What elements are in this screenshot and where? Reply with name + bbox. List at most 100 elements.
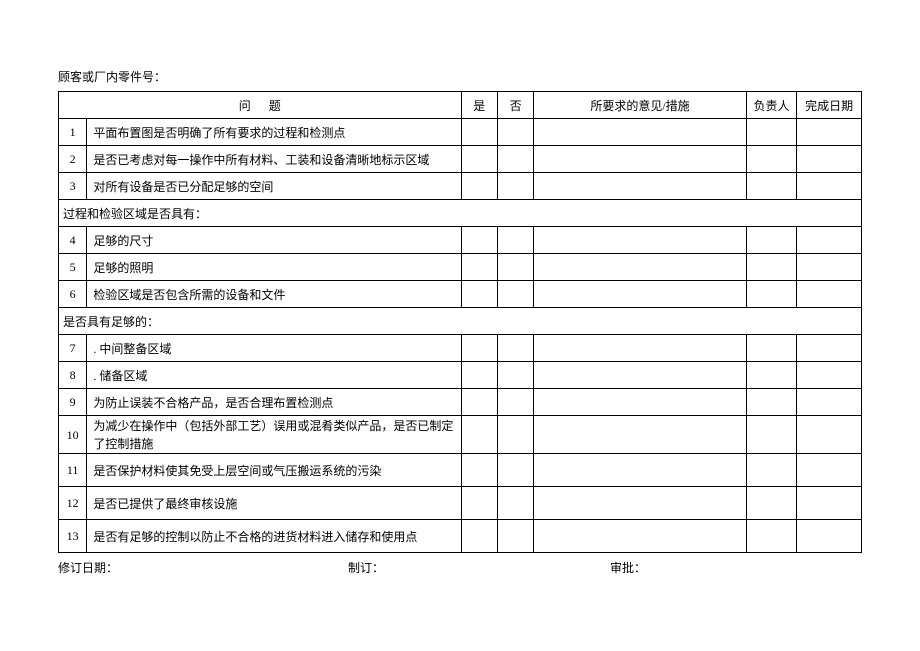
row-number: 6 (59, 281, 87, 308)
cell-opinion (534, 520, 746, 553)
approved-by-label: 审批： (610, 559, 646, 576)
cell-date (797, 146, 862, 173)
cell-person (746, 389, 797, 416)
table-row: 10 为减少在操作中（包括外部工艺）误用或混肴类似产品，是否已制定了控制措施 (59, 416, 862, 454)
cell-yes (461, 227, 497, 254)
table-row: 11 是否保护材料使其免受上层空间或气压搬运系统的污染 (59, 454, 862, 487)
row-number: 8 (59, 362, 87, 389)
cell-person (746, 520, 797, 553)
row-number: 1 (59, 119, 87, 146)
row-number: 13 (59, 520, 87, 553)
cell-date (797, 454, 862, 487)
cell-date (797, 227, 862, 254)
footer-row: 修订日期： 制订： 审批： (58, 559, 862, 576)
cell-date (797, 520, 862, 553)
cell-opinion (534, 254, 746, 281)
cell-yes (461, 146, 497, 173)
cell-date (797, 173, 862, 200)
revised-date-label: 修订日期： (58, 559, 348, 576)
section-row: 过程和检验区域是否具有： (59, 200, 862, 227)
customer-part-number-label: 顾客或厂内零件号： (58, 68, 862, 85)
cell-yes (461, 454, 497, 487)
cell-person (746, 173, 797, 200)
row-question: 足够的照明 (87, 254, 461, 281)
cell-person (746, 335, 797, 362)
section-label: 过程和检验区域是否具有： (59, 200, 862, 227)
cell-opinion (534, 227, 746, 254)
row-question: 是否有足够的控制以防止不合格的进货材料进入储存和使用点 (87, 520, 461, 553)
cell-opinion (534, 281, 746, 308)
prepared-by-label: 制订： (348, 559, 610, 576)
cell-date (797, 416, 862, 454)
cell-person (746, 454, 797, 487)
cell-person (746, 487, 797, 520)
cell-date (797, 335, 862, 362)
cell-person (746, 416, 797, 454)
row-number: 7 (59, 335, 87, 362)
cell-no (497, 119, 533, 146)
cell-no (497, 146, 533, 173)
cell-date (797, 362, 862, 389)
cell-yes (461, 520, 497, 553)
cell-date (797, 389, 862, 416)
row-question: . 储备区域 (87, 362, 461, 389)
row-question: 对所有设备是否已分配足够的空间 (87, 173, 461, 200)
cell-no (497, 389, 533, 416)
row-question: 平面布置图是否明确了所有要求的过程和检测点 (87, 119, 461, 146)
cell-no (497, 454, 533, 487)
cell-yes (461, 281, 497, 308)
row-number: 5 (59, 254, 87, 281)
cell-no (497, 254, 533, 281)
row-number: 10 (59, 416, 87, 454)
cell-no (497, 487, 533, 520)
cell-no (497, 173, 533, 200)
table-row: 4 足够的尺寸 (59, 227, 862, 254)
cell-date (797, 487, 862, 520)
cell-person (746, 281, 797, 308)
cell-yes (461, 362, 497, 389)
checklist-table: 问题 是 否 所要求的意见/措施 负责人 完成日期 1 平面布置图是否明确了所有… (58, 91, 862, 553)
row-question: . 中间整备区域 (87, 335, 461, 362)
cell-opinion (534, 416, 746, 454)
cell-yes (461, 416, 497, 454)
cell-opinion (534, 362, 746, 389)
cell-yes (461, 487, 497, 520)
row-number: 11 (59, 454, 87, 487)
cell-date (797, 254, 862, 281)
cell-yes (461, 119, 497, 146)
cell-person (746, 362, 797, 389)
table-row: 8 . 储备区域 (59, 362, 862, 389)
header-person: 负责人 (746, 92, 797, 119)
table-row: 13 是否有足够的控制以防止不合格的进货材料进入储存和使用点 (59, 520, 862, 553)
header-opinion: 所要求的意见/措施 (534, 92, 746, 119)
row-number: 4 (59, 227, 87, 254)
table-row: 1 平面布置图是否明确了所有要求的过程和检测点 (59, 119, 862, 146)
cell-no (497, 281, 533, 308)
cell-no (497, 227, 533, 254)
row-question: 是否已提供了最终审核设施 (87, 487, 461, 520)
cell-no (497, 335, 533, 362)
header-no: 否 (497, 92, 533, 119)
table-row: 12 是否已提供了最终审核设施 (59, 487, 862, 520)
row-number: 9 (59, 389, 87, 416)
cell-date (797, 281, 862, 308)
row-number: 12 (59, 487, 87, 520)
cell-no (497, 416, 533, 454)
row-question: 检验区域是否包含所需的设备和文件 (87, 281, 461, 308)
cell-person (746, 254, 797, 281)
cell-opinion (534, 173, 746, 200)
cell-yes (461, 389, 497, 416)
cell-yes (461, 173, 497, 200)
cell-yes (461, 254, 497, 281)
row-question: 为防止误装不合格产品，是否合理布置检测点 (87, 389, 461, 416)
cell-person (746, 119, 797, 146)
cell-no (497, 362, 533, 389)
table-row: 9 为防止误装不合格产品，是否合理布置检测点 (59, 389, 862, 416)
cell-opinion (534, 487, 746, 520)
cell-opinion (534, 119, 746, 146)
table-row: 7 . 中间整备区域 (59, 335, 862, 362)
table-row: 2 是否已考虑对每一操作中所有材料、工装和设备清晰地标示区域 (59, 146, 862, 173)
cell-opinion (534, 389, 746, 416)
cell-opinion (534, 335, 746, 362)
table-row: 5 足够的照明 (59, 254, 862, 281)
